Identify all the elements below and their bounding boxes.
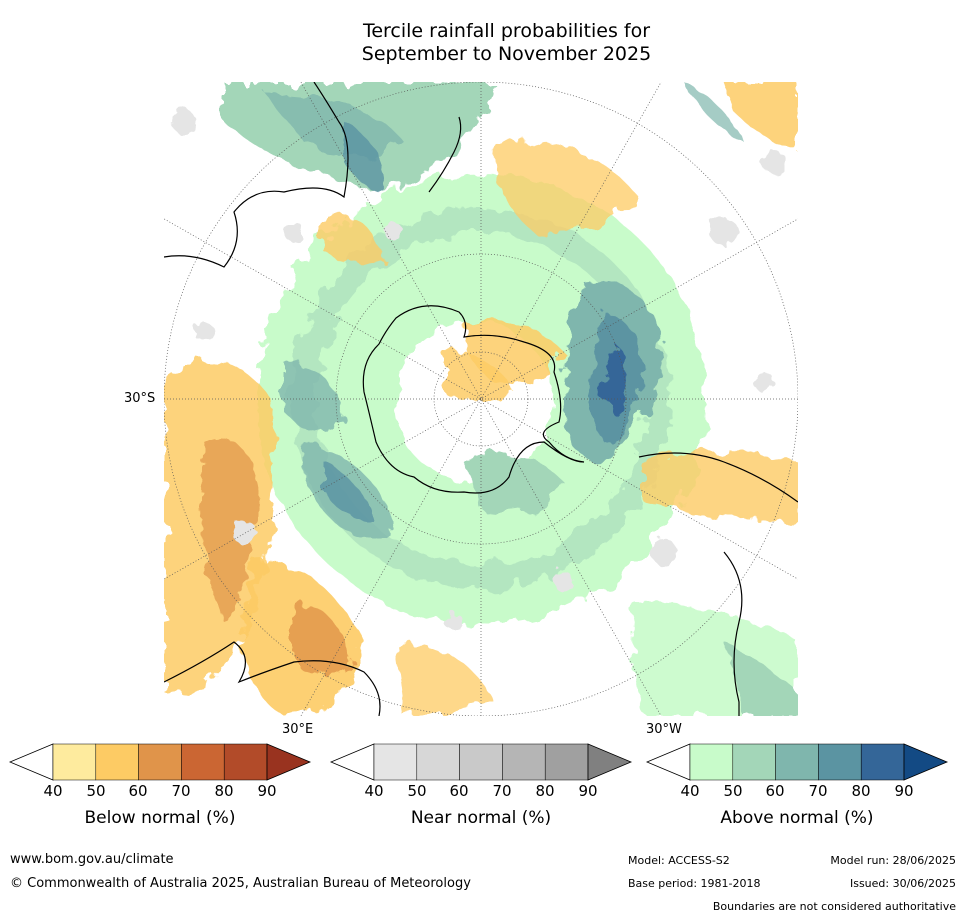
colorbar-arrow-low [645, 743, 691, 781]
title-line-2: September to November 2025 [361, 43, 652, 65]
colorbar-segment [138, 743, 182, 781]
colorbar-segment [459, 743, 503, 781]
tick: 90 [257, 782, 277, 800]
colorbar-segment [689, 743, 734, 781]
tick: 90 [578, 782, 598, 800]
lon-label-30e: 30°E [282, 722, 314, 737]
tick: 50 [407, 782, 427, 800]
colorbar-below [8, 743, 312, 781]
issued-text: Issued: 30/06/2025 [849, 877, 956, 890]
colorbar-arrow-low [8, 743, 54, 781]
base-period-text: Base period: 1981-2018 [628, 877, 761, 890]
colorbar-segment [860, 743, 905, 781]
tick: 50 [86, 782, 106, 800]
tick: 60 [449, 782, 469, 800]
lat-label-30s: 30°S [124, 391, 156, 406]
colorbar-above [645, 743, 949, 781]
probability-field [164, 82, 798, 716]
tick: 40 [680, 782, 700, 800]
tick: 50 [723, 782, 743, 800]
colorbar-segment [52, 743, 97, 781]
tick: 70 [492, 782, 512, 800]
rainfall-probability-map [164, 82, 798, 716]
map-title: Tercile rainfall probabilities for Septe… [0, 20, 965, 66]
colorbar-below-svg [8, 743, 312, 781]
disclaimer-text: Boundaries are not considered authoritat… [712, 900, 956, 913]
title-line-1: Tercile rainfall probabilities for [362, 20, 651, 42]
colorbar-segment [95, 743, 139, 781]
map-canvas [164, 82, 798, 716]
model-run-text: Model run: 28/06/2025 [830, 854, 956, 867]
colorbar-arrow-high [266, 743, 312, 781]
colorbar-segment [223, 743, 268, 781]
tick: 40 [364, 782, 384, 800]
tick: 80 [214, 782, 234, 800]
tick: 70 [808, 782, 828, 800]
tick: 60 [765, 782, 785, 800]
tick: 60 [128, 782, 148, 800]
colorbar-segment [818, 743, 862, 781]
colorbar-segment [544, 743, 589, 781]
graticule [164, 82, 798, 716]
colorbar-segment [181, 743, 225, 781]
colorbar-segment [775, 743, 819, 781]
colorbar-near-title: Near normal (%) [410, 808, 552, 828]
tick: 90 [894, 782, 914, 800]
colorbar-near [329, 743, 633, 781]
colorbar-segment [732, 743, 776, 781]
colorbar-segment [373, 743, 418, 781]
colorbar-arrow-low [329, 743, 375, 781]
copyright-text: © Commonwealth of Australia 2025, Austra… [10, 876, 471, 891]
colorbar-above-title: Above normal (%) [720, 808, 874, 828]
colorbar-arrow-high [903, 743, 949, 781]
colorbar-near-svg [329, 743, 633, 781]
website-text: www.bom.gov.au/climate [10, 852, 174, 867]
lon-label-30w: 30°W [646, 722, 682, 737]
colorbar-segment [502, 743, 546, 781]
coastlines [164, 82, 798, 716]
tick: 40 [43, 782, 63, 800]
colorbar-below-title: Below normal (%) [84, 808, 236, 828]
tick: 80 [535, 782, 555, 800]
near-normal-patches [172, 110, 786, 631]
tick: 70 [171, 782, 191, 800]
colorbar-above-svg [645, 743, 949, 781]
model-text: Model: ACCESS-S2 [628, 854, 730, 867]
colorbar-arrow-high [587, 743, 633, 781]
colorbar-segment [416, 743, 460, 781]
tick: 80 [851, 782, 871, 800]
